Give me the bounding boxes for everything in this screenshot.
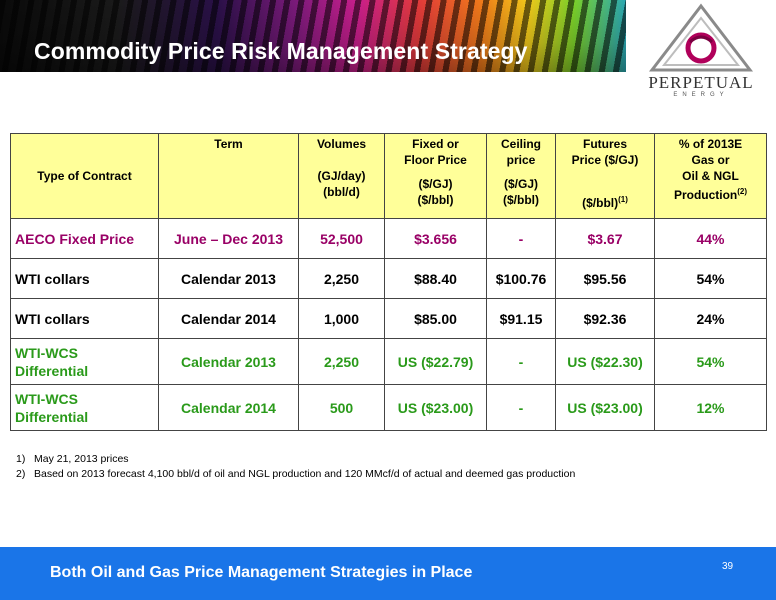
header-volumes: Volumes (GJ/day) (bbl/d) <box>298 133 385 219</box>
cell-pct: 54% <box>654 338 767 385</box>
cell-type: WTI collars <box>10 258 159 299</box>
cell-pct: 44% <box>654 218 767 259</box>
cell-futures: $95.56 <box>555 258 655 299</box>
hedge-table: Type of Contract Term Volumes (GJ/day) (… <box>10 133 767 431</box>
table-row: WTI collars Calendar 2013 2,250 $88.40 $… <box>10 258 767 299</box>
header-term: Term <box>158 133 299 219</box>
cell-fixed: US ($23.00) <box>384 384 487 431</box>
cell-pct: 12% <box>654 384 767 431</box>
header-type: Type of Contract <box>10 133 159 219</box>
cell-volumes: 1,000 <box>298 298 385 339</box>
table-header-row: Type of Contract Term Volumes (GJ/day) (… <box>10 133 767 219</box>
logo-triangle-icon <box>648 3 754 72</box>
header-fixed-price: Fixed or Floor Price ($/GJ) ($/bbl) <box>384 133 487 219</box>
cell-fixed: $88.40 <box>384 258 487 299</box>
cell-ceiling: $100.76 <box>486 258 556 299</box>
cell-ceiling: - <box>486 338 556 385</box>
page-number: 39 <box>722 561 734 572</box>
logo-sub: ENERGY <box>673 92 729 98</box>
cell-pct: 54% <box>654 258 767 299</box>
cell-type: AECO Fixed Price <box>10 218 159 259</box>
table-row: WTI collars Calendar 2014 1,000 $85.00 $… <box>10 298 767 339</box>
cell-term: Calendar 2014 <box>158 298 299 339</box>
cell-fixed: US ($22.79) <box>384 338 487 385</box>
footnote: 1) May 21, 2013 prices <box>16 453 129 465</box>
cell-type: WTI collars <box>10 298 159 339</box>
cell-ceiling: $91.15 <box>486 298 556 339</box>
logo-name: PERPETUAL <box>648 73 754 92</box>
footer-message: Both Oil and Gas Price Management Strate… <box>50 564 473 581</box>
cell-term: Calendar 2013 <box>158 258 299 299</box>
footer-bar: Both Oil and Gas Price Management Strate… <box>0 547 776 600</box>
footnote: 2) Based on 2013 forecast 4,100 bbl/d of … <box>16 468 576 480</box>
cell-volumes: 500 <box>298 384 385 431</box>
cell-pct: 24% <box>654 298 767 339</box>
cell-futures: $92.36 <box>555 298 655 339</box>
cell-volumes: 2,250 <box>298 338 385 385</box>
cell-volumes: 52,500 <box>298 218 385 259</box>
header-futures-price: Futures Price ($/GJ) ($/bbl)(1) <box>555 133 655 219</box>
cell-term: Calendar 2013 <box>158 338 299 385</box>
cell-futures: US ($22.30) <box>555 338 655 385</box>
company-logo: PERPETUAL ENERGY <box>626 0 776 104</box>
cell-term: June – Dec 2013 <box>158 218 299 259</box>
cell-futures: $3.67 <box>555 218 655 259</box>
cell-ceiling: - <box>486 384 556 431</box>
header-production-pct: % of 2013E Gas or Oil & NGL Production(2… <box>654 133 767 219</box>
table-row: AECO Fixed Price June – Dec 2013 52,500 … <box>10 218 767 259</box>
cell-type: WTI-WCS Differential <box>10 338 159 385</box>
cell-fixed: $3.656 <box>384 218 487 259</box>
header-ceiling-price: Ceiling price ($/GJ) ($/bbl) <box>486 133 556 219</box>
table-row: WTI-WCS Differential Calendar 2014 500 U… <box>10 384 767 431</box>
footnotes: 1) May 21, 2013 prices 2) Based on 2013 fo… <box>16 452 575 482</box>
cell-term: Calendar 2014 <box>158 384 299 431</box>
cell-futures: US ($23.00) <box>555 384 655 431</box>
cell-type: WTI-WCS Differential <box>10 384 159 431</box>
cell-fixed: $85.00 <box>384 298 487 339</box>
cell-volumes: 2,250 <box>298 258 385 299</box>
table-row: WTI-WCS Differential Calendar 2013 2,250… <box>10 338 767 385</box>
cell-ceiling: - <box>486 218 556 259</box>
page-title: Commodity Price Risk Management Strategy <box>34 38 528 64</box>
